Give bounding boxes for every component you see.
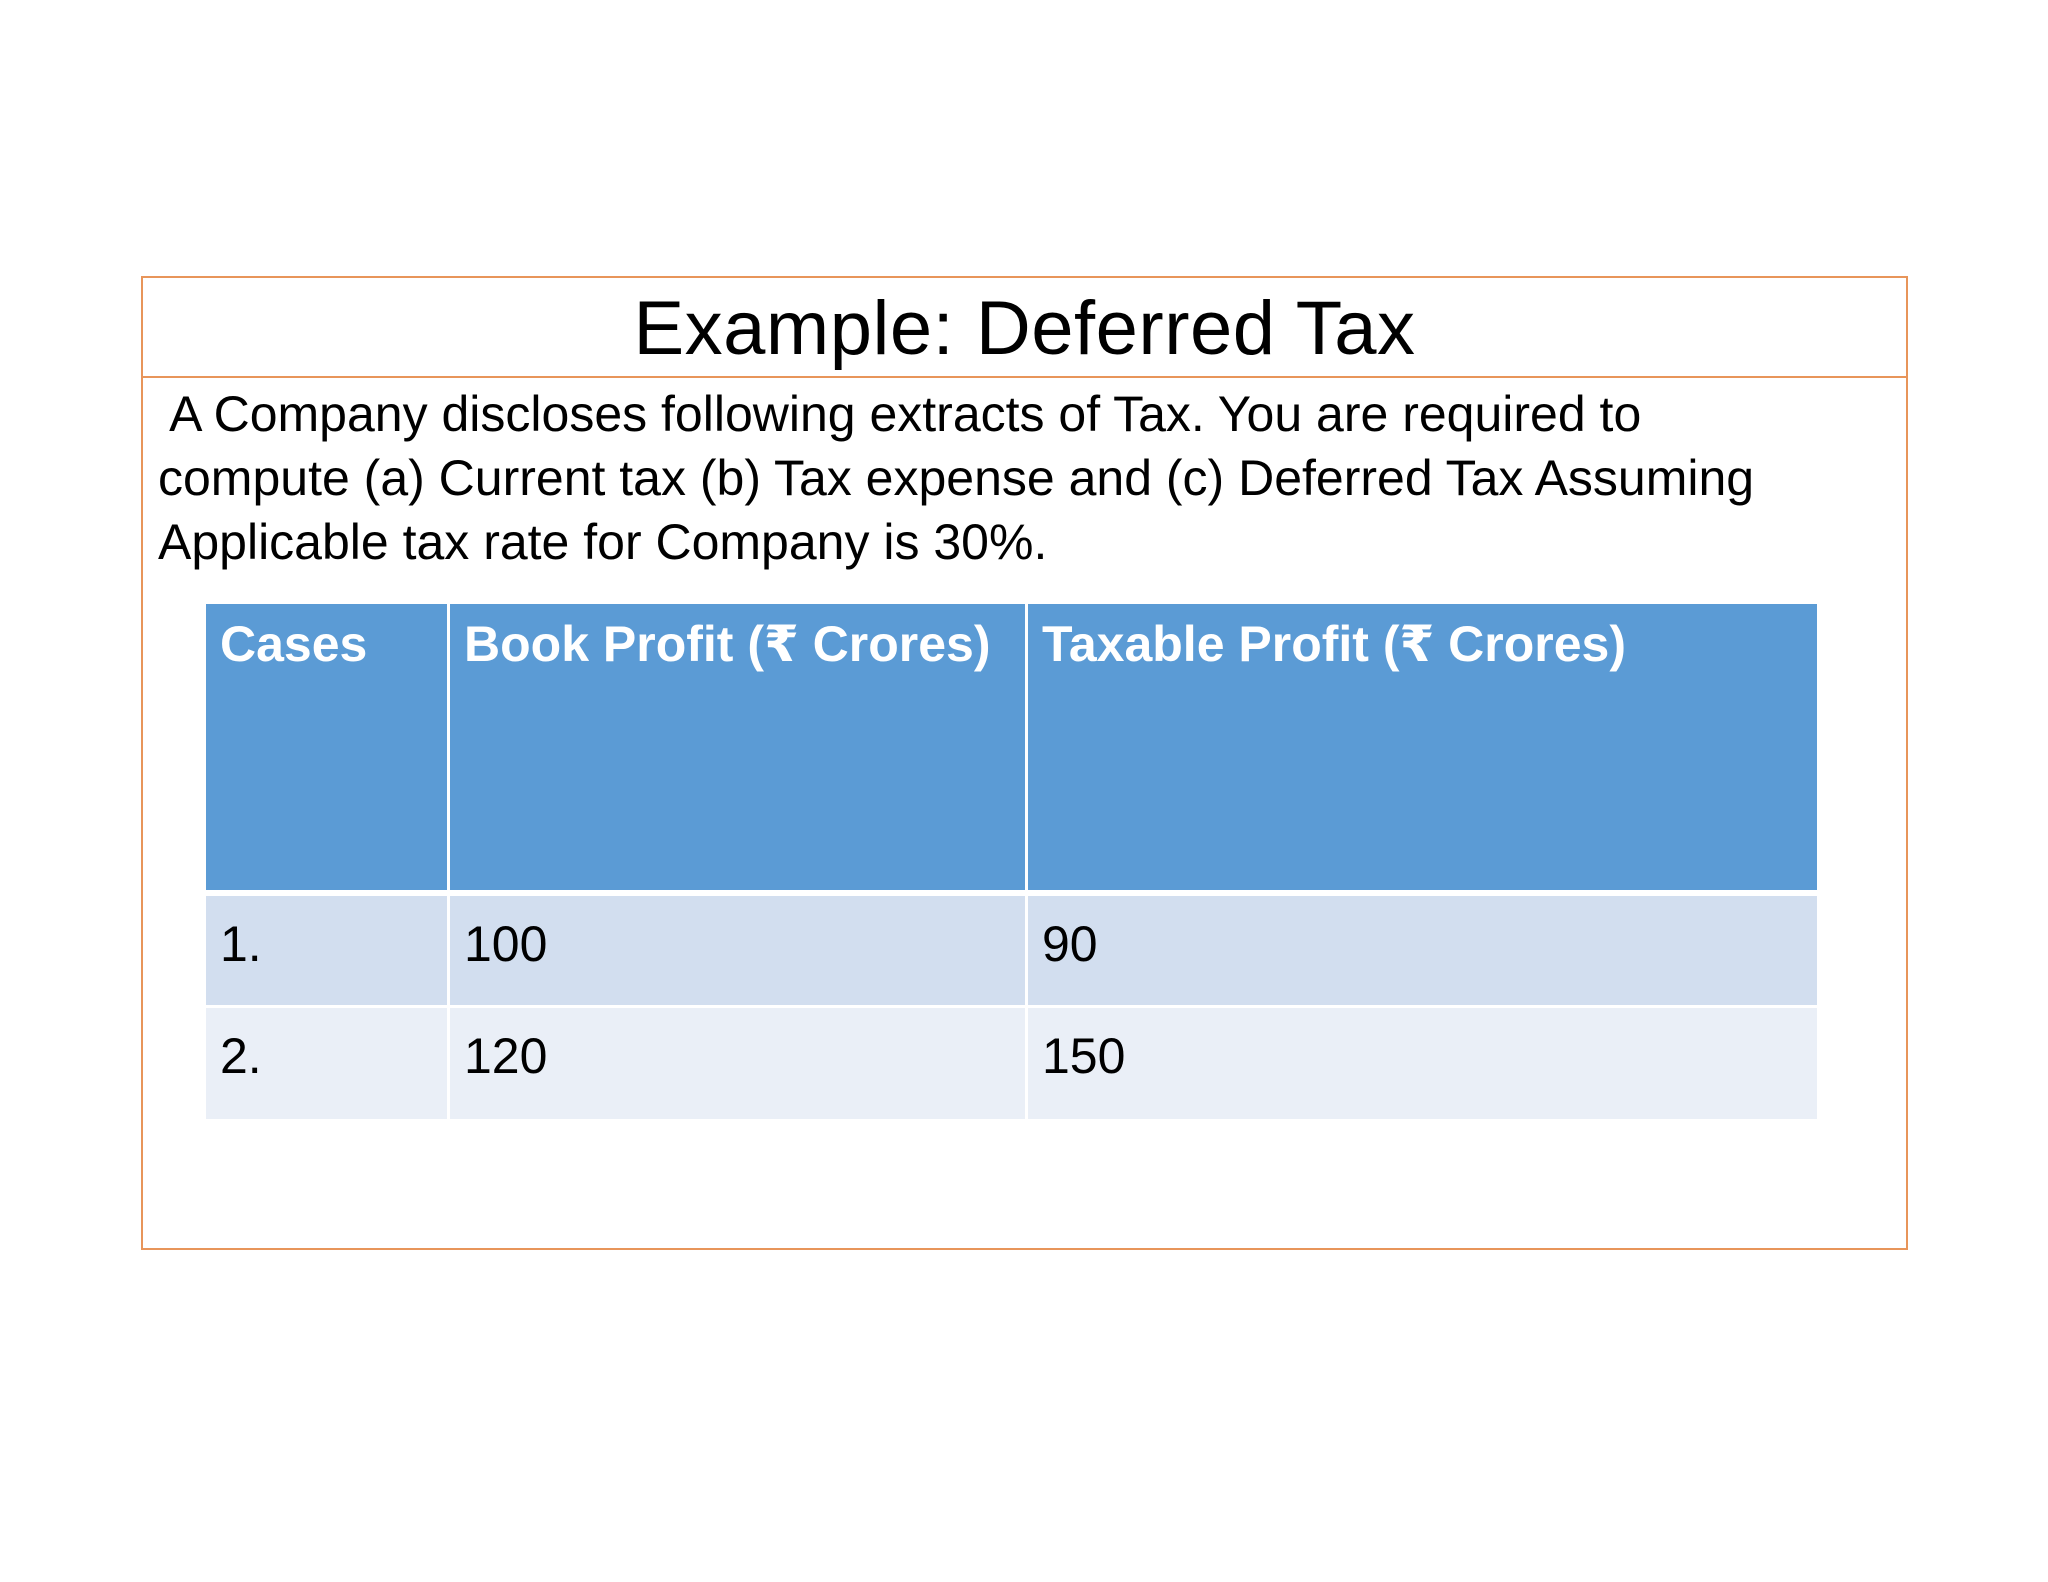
taxable-profit-cell: 90 [1025,891,1820,1008]
problem-line: compute (a) Current tax (b) Tax expense … [158,450,1755,506]
slide-title: Example: Deferred Tax [633,286,1416,371]
problem-statement: A Company discloses following extracts o… [158,382,1898,574]
header-taxable-profit: Taxable Profit (₹ Crores) [1025,601,1820,894]
header-cases: Cases [203,601,450,894]
title-band: Example: Deferred Tax [143,278,1906,378]
profit-table: Cases Book Profit (₹ Crores) Taxable Pro… [203,601,1820,1122]
header-book-profit: Book Profit (₹ Crores) [447,601,1028,894]
problem-line: A Company discloses following extracts o… [158,386,1642,442]
table-header-row: Cases Book Profit (₹ Crores) Taxable Pro… [203,601,1820,894]
book-profit-cell: 100 [447,891,1028,1008]
case-cell: 1. [203,891,450,1008]
table-row: 2. 120 150 [203,1005,1820,1122]
table-row: 1. 100 90 [203,891,1820,1008]
case-cell: 2. [203,1005,450,1122]
slide-frame: Example: Deferred Tax A Company disclose… [141,276,1908,1250]
book-profit-cell: 120 [447,1005,1028,1122]
problem-line: Applicable tax rate for Company is 30%. [158,514,1048,570]
taxable-profit-cell: 150 [1025,1005,1820,1122]
